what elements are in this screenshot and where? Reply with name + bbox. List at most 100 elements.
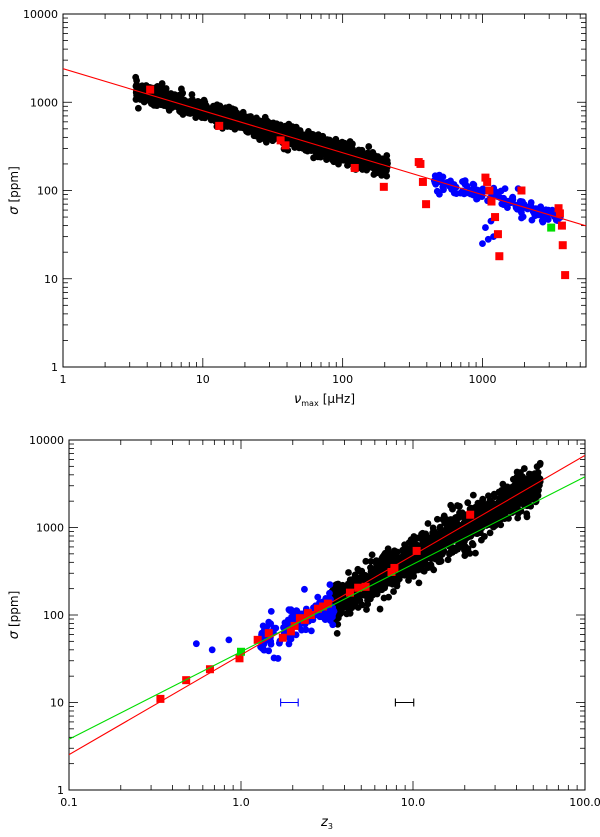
- x-axis-label: z3: [320, 815, 333, 831]
- error-bar: [394, 698, 415, 707]
- x-axis-subscript: max: [301, 399, 319, 408]
- data-point-square: [412, 546, 421, 555]
- data-point-square: [156, 694, 165, 703]
- data-point-circle: [513, 502, 521, 510]
- data-point-circle: [539, 218, 547, 226]
- data-point-circle: [188, 91, 196, 98]
- data-point-square: [276, 136, 285, 145]
- data-point-circle: [368, 551, 376, 559]
- data-point-circle: [497, 521, 505, 529]
- data-point-circle: [433, 515, 441, 523]
- y-axis-unit: [ppm]: [7, 166, 21, 202]
- data-point-circle: [461, 180, 469, 188]
- data-layer: [69, 454, 585, 756]
- data-point-circle: [446, 550, 453, 558]
- data-point-circle: [479, 240, 486, 248]
- data-point-circle: [363, 606, 370, 613]
- data-point-circle: [368, 585, 376, 593]
- data-point-circle: [401, 563, 408, 571]
- data-point-circle: [399, 551, 407, 559]
- data-point-circle: [469, 541, 477, 549]
- data-point-circle: [508, 486, 516, 494]
- data-point-circle: [395, 575, 403, 583]
- data-point-square: [215, 121, 224, 130]
- data-point-circle: [499, 480, 507, 488]
- data-point-circle: [378, 557, 386, 565]
- data-point-square: [295, 614, 304, 623]
- data-point-circle: [378, 166, 386, 174]
- data-point-circle: [439, 183, 447, 191]
- data-point-circle: [364, 600, 372, 608]
- data-point-circle: [326, 581, 334, 588]
- data-point-circle: [486, 529, 494, 537]
- data-point-circle: [358, 601, 366, 609]
- data-point-circle: [354, 574, 362, 582]
- data-point-circle: [298, 626, 306, 634]
- data-point-circle: [240, 111, 247, 119]
- data-point-square: [466, 510, 475, 519]
- data-point-circle: [385, 593, 392, 601]
- data-point-circle: [482, 522, 490, 529]
- data-point-square: [491, 213, 500, 222]
- data-point-circle: [333, 629, 341, 637]
- data-point-circle: [436, 555, 444, 563]
- fit-line: [69, 454, 585, 756]
- data-point-circle: [362, 557, 370, 565]
- data-point-circle: [460, 511, 468, 518]
- data-point-square: [278, 633, 287, 642]
- y-axis-label: σ [ppm]: [7, 591, 22, 640]
- data-point-circle: [291, 144, 299, 151]
- data-point-circle: [301, 585, 308, 593]
- data-point-circle: [473, 195, 481, 203]
- data-point-circle: [484, 235, 492, 243]
- data-point-circle: [293, 607, 300, 615]
- data-point-circle: [305, 127, 312, 135]
- data-point-circle: [374, 587, 382, 595]
- data-point-square: [485, 186, 494, 195]
- data-point-circle: [472, 526, 480, 534]
- data-point-circle: [314, 593, 322, 601]
- data-point-circle: [265, 647, 273, 655]
- data-point-circle: [434, 531, 442, 539]
- axis-ticks: [68, 439, 586, 791]
- data-point-circle: [449, 505, 456, 513]
- data-point-circle: [451, 547, 459, 555]
- data-point-circle: [328, 151, 336, 159]
- x-axis-symbol: z: [320, 815, 329, 830]
- data-point-circle: [513, 468, 521, 476]
- data-point-circle: [456, 502, 463, 510]
- y-tick-label: 10000: [23, 8, 58, 21]
- data-point-circle: [457, 540, 464, 548]
- data-point-circle: [270, 654, 278, 662]
- data-point-square: [146, 85, 155, 94]
- data-point-square: [487, 197, 496, 206]
- x-axis-symbol: ν: [294, 392, 301, 407]
- x-tick-label: 1: [60, 373, 67, 386]
- data-point-circle: [267, 620, 275, 628]
- data-point-square: [416, 159, 425, 168]
- data-point-circle: [536, 459, 544, 467]
- data-point-circle: [225, 636, 233, 644]
- data-point-circle: [237, 124, 245, 131]
- data-point-circle: [505, 500, 512, 508]
- data-point-circle: [525, 491, 533, 499]
- data-point-circle: [340, 156, 348, 164]
- data-point-circle: [381, 549, 389, 557]
- data-point-circle: [285, 606, 293, 614]
- data-point-circle: [233, 112, 241, 120]
- data-point-circle: [500, 201, 507, 209]
- data-point-circle: [533, 490, 540, 498]
- data-point-circle: [440, 512, 448, 520]
- y-tick-label: 1: [51, 361, 58, 374]
- data-point-circle: [192, 114, 200, 122]
- data-point-circle: [339, 581, 347, 589]
- data-point-circle: [184, 105, 192, 113]
- data-point-square: [379, 182, 388, 191]
- data-point-circle: [288, 613, 295, 621]
- data-point-circle: [441, 519, 449, 527]
- x-tick-label: 10: [196, 373, 210, 386]
- data-point-circle: [520, 465, 528, 472]
- data-point-circle: [383, 152, 391, 159]
- data-point-circle: [365, 143, 373, 150]
